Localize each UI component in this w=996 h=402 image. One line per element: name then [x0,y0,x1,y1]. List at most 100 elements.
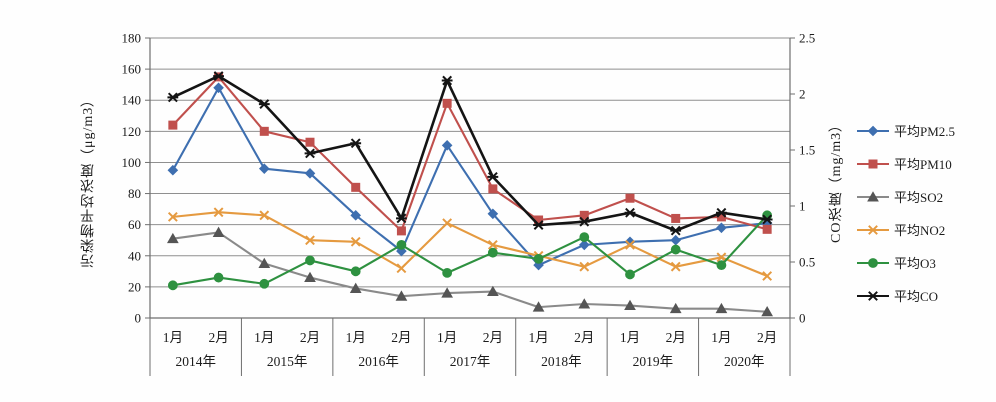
legend-item-平均PM10: 平均PM10 [856,147,955,180]
chart-legend: 平均PM2.5 平均PM10 平均SO2 平均NO2 平均O3 平均CO [856,114,955,312]
data-point [166,232,179,244]
data-point [213,207,224,218]
data-point [304,168,316,179]
data-point [579,210,589,220]
data-point [487,239,498,250]
right-axis-tick-label: 2.5 [799,31,815,46]
data-point [487,208,499,220]
left-axis-tick-label: 160 [122,62,142,77]
data-point [867,190,879,201]
data-point [715,302,728,314]
x-month-label: 1月 [528,330,548,345]
x-month-label: 2月 [300,330,320,345]
data-point [350,236,361,247]
data-point [442,267,453,278]
data-point [716,222,727,234]
legend-label: 平均NO2 [894,223,946,238]
left-axis-tick-label: 120 [122,124,142,139]
data-point [533,220,544,230]
left-axis-tick-label: 80 [128,186,141,201]
data-point [868,224,878,235]
data-point [579,232,590,243]
data-point [486,285,499,297]
data-point [258,257,271,269]
data-point [213,82,224,94]
data-point [258,163,270,174]
left-axis-tick-label: 180 [122,31,142,46]
data-point [305,255,315,266]
data-point [167,280,178,291]
x-month-label: 1月 [711,330,731,345]
data-point [761,305,774,317]
data-point [349,282,362,293]
legend-marker-icon [857,159,889,168]
x-year-label: 2014年 [175,354,216,369]
data-point [868,257,878,268]
data-point [867,290,879,301]
series-line-平均PM10 [172,75,768,232]
data-point [488,184,498,194]
data-point [624,299,636,311]
data-point [167,164,179,176]
left-axis-tick-label: 140 [122,93,142,108]
data-point [442,218,453,229]
data-point [396,263,407,274]
x-month-label: 2月 [666,330,686,345]
x-month-label: 2月 [208,330,228,345]
data-point [167,92,179,103]
data-point [168,120,178,130]
data-point [395,290,408,301]
legend-marker-icon [857,190,889,201]
data-point [305,235,315,246]
data-point [396,213,407,224]
data-point [716,252,727,263]
x-year-label: 2015年 [267,354,308,369]
series-line-平均CO [172,74,768,232]
series-line-平均O3 [172,214,768,287]
left-axis-tick-label: 100 [122,155,142,170]
data-point [670,234,682,246]
data-point [351,182,361,192]
data-point [487,171,499,182]
data-point [259,126,269,136]
legend-item-平均PM2.5: 平均PM2.5 [856,114,955,147]
left-axis-tick-label: 0 [135,311,142,326]
legend-item-平均CO: 平均CO [856,279,955,312]
legend-marker-icon [857,224,889,235]
legend-label: 平均O3 [894,256,936,271]
data-point [213,71,224,81]
right-axis-tick-label: 0 [799,311,806,326]
legend-item-平均NO2: 平均NO2 [856,213,955,246]
data-point [442,98,452,108]
data-point [305,137,315,147]
data-point [578,239,590,251]
data-point [578,298,591,309]
data-point [762,271,773,281]
x-month-label: 2月 [391,330,411,345]
data-point [441,287,454,298]
data-point [304,271,316,283]
left-axis-tick-label: 60 [128,217,141,232]
x-month-label: 2月 [757,330,777,345]
legend-label: 平均CO [894,289,939,304]
data-point [259,210,270,221]
legend-marker-icon [857,257,889,268]
data-point [669,302,682,314]
right-axis-title: CO浓度（mg/m3） [829,116,844,244]
data-point [533,253,544,264]
data-point [867,125,879,136]
x-month-label: 2月 [574,330,594,345]
data-point [258,99,270,109]
series-line-平均PM2.5 [171,86,768,267]
data-point [259,278,270,289]
series-line-平均NO2 [172,211,768,277]
legend-label: 平均PM10 [894,157,952,172]
data-point [350,138,362,149]
data-point [487,247,498,258]
data-point [396,226,406,236]
data-point [761,214,773,225]
legend-marker-icon [857,290,889,301]
x-month-label: 1月 [346,330,366,345]
